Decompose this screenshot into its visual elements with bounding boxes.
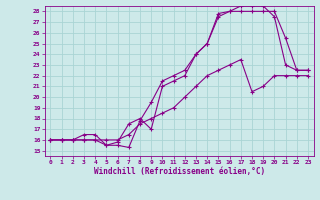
- X-axis label: Windchill (Refroidissement éolien,°C): Windchill (Refroidissement éolien,°C): [94, 167, 265, 176]
